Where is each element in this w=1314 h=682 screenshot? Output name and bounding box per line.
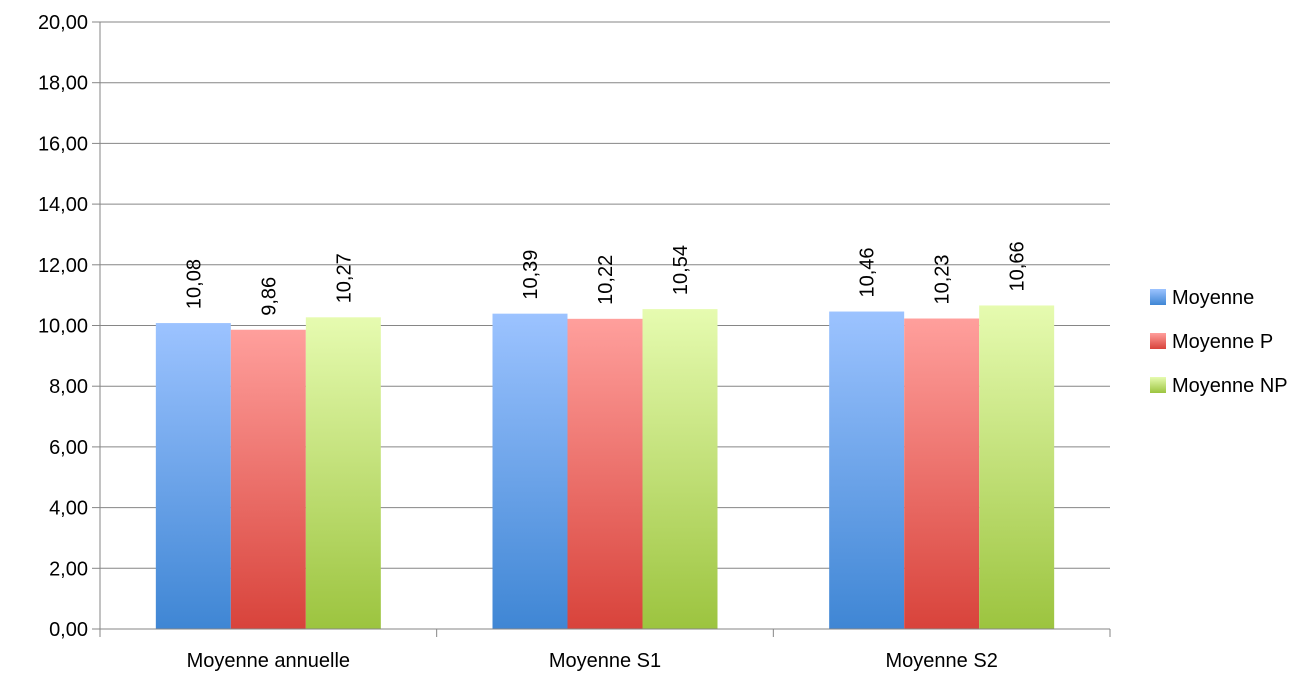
- y-tick-label: 4,00: [49, 498, 88, 520]
- x-category-label: Moyenne annuelle: [187, 650, 350, 672]
- bar: [567, 318, 643, 629]
- y-tick-label: 14,00: [38, 194, 88, 216]
- data-label: 10,46: [857, 247, 879, 297]
- bar: [642, 309, 718, 629]
- data-label: 10,22: [595, 255, 617, 305]
- y-tick-label: 10,00: [38, 316, 88, 338]
- data-label: 10,08: [183, 259, 205, 309]
- y-tick-label: 12,00: [38, 255, 88, 277]
- bar: [305, 317, 381, 629]
- y-tick-label: 6,00: [49, 437, 88, 459]
- y-tick-label: 18,00: [38, 73, 88, 95]
- y-tick-label: 2,00: [49, 558, 88, 580]
- data-label: 10,27: [333, 253, 355, 303]
- bar: [492, 313, 568, 629]
- data-label: 10,23: [932, 254, 954, 304]
- data-label: 10,54: [670, 245, 692, 295]
- bar: [155, 323, 231, 629]
- y-tick-label: 0,00: [49, 619, 88, 641]
- bar: [829, 311, 905, 629]
- legend: Moyenne Moyenne P Moyenne NP: [1150, 287, 1288, 397]
- legend-swatch: [1150, 333, 1166, 349]
- bar: [230, 329, 306, 629]
- legend-swatch: [1150, 289, 1166, 305]
- data-label: 10,66: [1007, 241, 1029, 291]
- bars: [155, 305, 1055, 629]
- y-tick-label: 16,00: [38, 133, 88, 155]
- legend-label: Moyenne P: [1172, 331, 1273, 353]
- x-category-label: Moyenne S2: [886, 650, 998, 672]
- legend-swatch: [1150, 377, 1166, 393]
- y-tick-label: 20,00: [38, 12, 88, 34]
- data-label: 9,86: [258, 277, 280, 316]
- bar: [979, 305, 1055, 629]
- x-category-label: Moyenne S1: [549, 650, 661, 672]
- bar: [904, 318, 980, 629]
- data-labels: 10,08 9,86 10,27 10,39 10,22 10,54 10,46 10,23 1…: [183, 241, 1028, 315]
- legend-label: Moyenne: [1172, 287, 1254, 309]
- legend-label: Moyenne NP: [1172, 375, 1288, 397]
- y-tick-label: 8,00: [49, 376, 88, 398]
- data-label: 10,39: [520, 250, 542, 300]
- axes: 0,00 2,00 4,00 6,00 8,00 10,00 12,00 14,00 16,00…: [38, 12, 1111, 672]
